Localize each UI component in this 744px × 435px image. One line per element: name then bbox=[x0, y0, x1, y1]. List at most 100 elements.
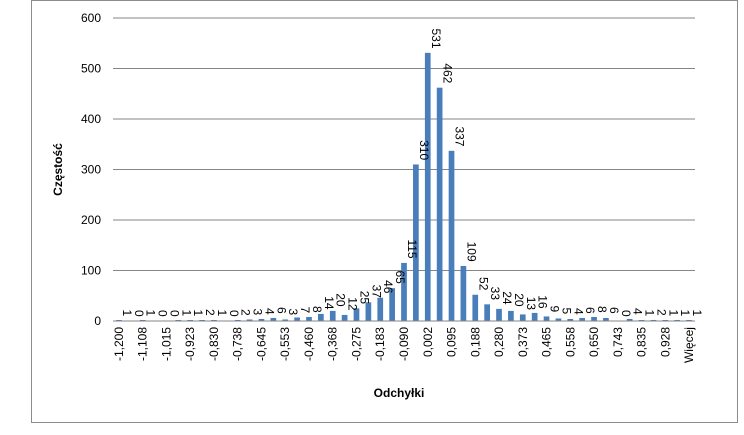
y-axis-title: Częstość bbox=[51, 143, 65, 196]
data-label: 6 bbox=[274, 307, 288, 314]
y-tick-label: 100 bbox=[81, 264, 101, 278]
data-label: 310 bbox=[417, 140, 431, 160]
data-label: 20 bbox=[334, 293, 348, 307]
data-label: 4 bbox=[262, 308, 276, 315]
data-label: 16 bbox=[536, 295, 550, 309]
x-tick-label: 0,928 bbox=[658, 327, 672, 357]
data-label: 115 bbox=[405, 239, 419, 258]
x-tick-label: 0,558 bbox=[563, 327, 577, 357]
x-tick-label: 0,650 bbox=[587, 327, 601, 357]
bar bbox=[353, 308, 360, 321]
data-label: 4 bbox=[631, 308, 645, 315]
bar bbox=[519, 314, 526, 321]
data-label: 14 bbox=[322, 296, 336, 310]
data-label: 1 bbox=[215, 309, 229, 316]
x-tick-label: -0,645 bbox=[254, 327, 268, 361]
data-label: 0 bbox=[619, 310, 633, 317]
x-tick-label: -0,830 bbox=[207, 327, 221, 361]
data-label: 462 bbox=[441, 63, 455, 83]
data-label: 2 bbox=[203, 309, 217, 316]
data-label: 33 bbox=[488, 287, 502, 301]
x-tick-label: 0,188 bbox=[468, 327, 482, 357]
bar bbox=[484, 304, 490, 321]
data-label: 2 bbox=[239, 309, 253, 316]
bar bbox=[448, 150, 455, 321]
bar bbox=[258, 318, 265, 321]
data-label: 6 bbox=[607, 307, 621, 314]
x-tick-label: -0,553 bbox=[278, 327, 292, 361]
data-label: 337 bbox=[453, 126, 467, 146]
data-label: 12 bbox=[346, 297, 360, 311]
bar bbox=[341, 314, 348, 321]
x-tick-label: -1,108 bbox=[136, 327, 150, 361]
x-tick-label: -1,200 bbox=[112, 327, 126, 361]
bar bbox=[436, 87, 443, 321]
bar bbox=[543, 316, 550, 321]
data-label: 24 bbox=[500, 291, 514, 305]
x-axis-title: Odchyłki bbox=[374, 386, 425, 400]
x-tick-label: -0,738 bbox=[231, 327, 245, 361]
data-label: 37 bbox=[369, 285, 383, 299]
data-label: 7 bbox=[298, 306, 312, 313]
data-label: 2 bbox=[654, 309, 668, 316]
bar bbox=[377, 297, 384, 321]
data-label: 531 bbox=[429, 28, 443, 48]
bar bbox=[508, 310, 514, 321]
y-tick-label: 600 bbox=[81, 11, 101, 25]
data-label: 46 bbox=[381, 280, 395, 294]
data-label: 1 bbox=[690, 309, 704, 316]
data-label: 3 bbox=[286, 308, 300, 315]
x-tick-label: 0,373 bbox=[516, 327, 530, 357]
bar bbox=[603, 317, 609, 321]
x-tick-label: 0,465 bbox=[540, 327, 554, 357]
data-label: 1 bbox=[191, 309, 205, 316]
x-tick-label: -0,090 bbox=[397, 327, 411, 361]
data-label: 1 bbox=[179, 309, 193, 316]
x-tick-label: Więcej bbox=[682, 327, 696, 363]
x-tick-label: -0,183 bbox=[373, 327, 387, 361]
bar bbox=[401, 262, 407, 321]
bar bbox=[306, 316, 312, 321]
chart-frame bbox=[31, 0, 738, 423]
bar bbox=[234, 319, 241, 321]
bar bbox=[567, 318, 574, 321]
bar bbox=[389, 288, 395, 321]
data-label: 6 bbox=[583, 307, 597, 314]
y-tick-label: 0 bbox=[94, 314, 101, 328]
bar bbox=[413, 164, 419, 321]
bar bbox=[246, 319, 253, 321]
data-label: 65 bbox=[393, 271, 407, 285]
bar bbox=[472, 294, 479, 321]
y-tick-label: 300 bbox=[81, 163, 101, 177]
data-label: 25 bbox=[357, 291, 371, 305]
bar bbox=[460, 265, 467, 321]
bar bbox=[555, 318, 562, 321]
x-tick-label: 0,095 bbox=[445, 327, 459, 357]
gridlines bbox=[113, 17, 695, 271]
x-tick-label: -0,368 bbox=[326, 327, 340, 361]
x-tick-label: -1,015 bbox=[159, 327, 173, 361]
x-axis-ticks: -1,200 -1,108 -1,015 -0,923 -0,830 -0,738 -0,6… bbox=[112, 327, 696, 363]
bar bbox=[282, 319, 289, 321]
bar bbox=[294, 317, 300, 321]
bar bbox=[365, 302, 372, 321]
data-label: 1 bbox=[643, 309, 657, 316]
bar-data-labels: 1010011210234637814201225374665115310531… bbox=[120, 28, 704, 317]
bar bbox=[270, 317, 277, 321]
data-label: 0 bbox=[167, 310, 181, 317]
data-label: 9 bbox=[548, 305, 562, 312]
y-tick-label: 200 bbox=[81, 213, 101, 227]
bar bbox=[531, 312, 538, 321]
bar bbox=[626, 318, 633, 321]
x-tick-label: 0,835 bbox=[635, 327, 649, 357]
bar bbox=[318, 313, 324, 321]
data-label: 20 bbox=[512, 293, 526, 307]
data-label: 1 bbox=[678, 309, 692, 316]
y-tick-label: 500 bbox=[81, 62, 101, 76]
data-label: 8 bbox=[595, 306, 609, 313]
x-tick-label: 0,743 bbox=[611, 327, 625, 357]
data-label: 109 bbox=[464, 242, 478, 262]
x-tick-label: 0,280 bbox=[492, 327, 506, 357]
data-label: 0 bbox=[227, 310, 241, 317]
